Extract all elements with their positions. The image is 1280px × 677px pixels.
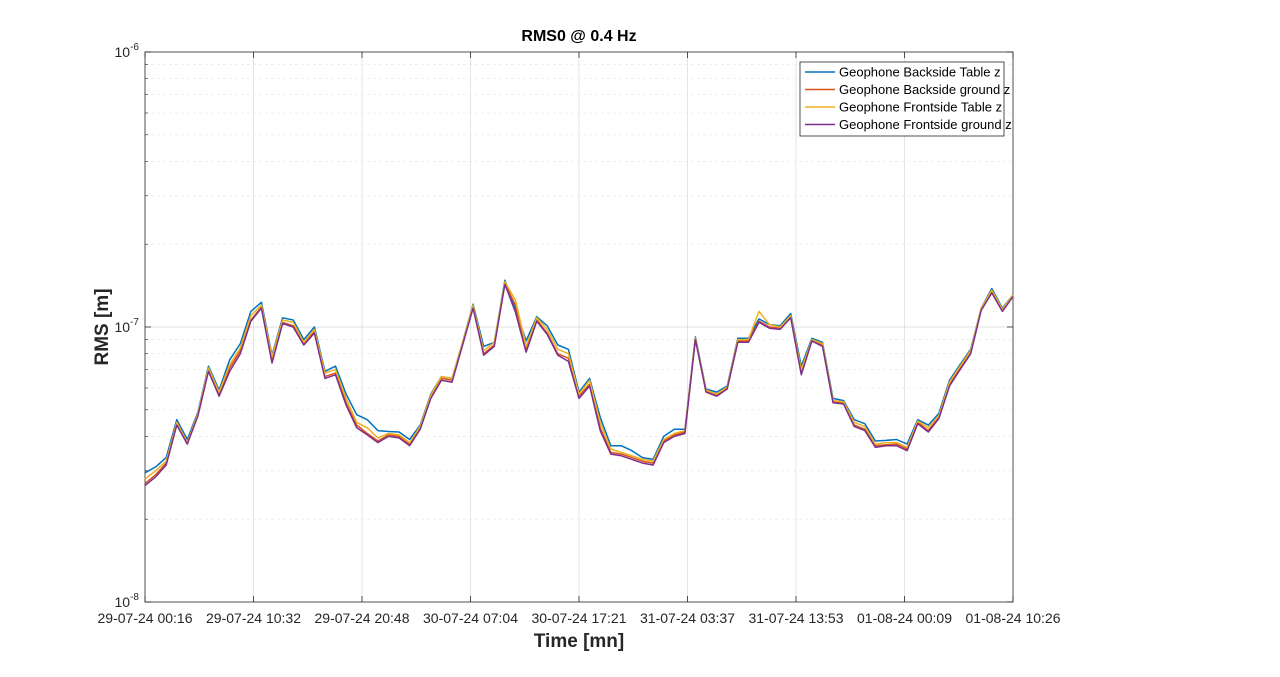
x-tick-label: 30-07-24 07:04 [423,610,518,626]
series-line-3 [144,281,1014,480]
y-tick-label: 10-8 [115,592,140,610]
x-tick-label: 01-08-24 10:26 [966,610,1061,626]
x-tick-label: 31-07-24 03:37 [640,610,735,626]
legend-box [799,61,1005,137]
series-line-4 [144,283,1014,487]
y-tick-label: 10-7 [115,317,140,335]
y-tick-label: 10-6 [115,42,140,60]
y-axis-ticks: 10-8 10-7 10-6 [115,42,1013,610]
series-lines [144,279,1014,487]
legend-label: Geophone Backside Table z [839,65,1001,80]
x-tick-label: 29-07-24 00:16 [98,610,193,626]
x-axis-title: Time [mn] [534,631,624,652]
legend-label: Geophone Frontside ground z [839,117,1012,132]
x-tick-label: 30-07-24 17:21 [532,610,627,626]
x-tick-label: 29-07-24 20:48 [315,610,410,626]
x-tick-label: 31-07-24 13:53 [749,610,844,626]
legend-label: Geophone Backside ground z [839,82,1010,97]
grid [145,52,1013,602]
x-axis-ticks: 29-07-24 00:16 29-07-24 10:32 29-07-24 20:… [98,52,1061,626]
x-tick-label: 01-08-24 00:09 [857,610,952,626]
legend-label: Geophone Frontside Table z [839,100,1002,115]
legend: Geophone Backside Table z Geophone Backsi… [799,61,1012,137]
y-axis-title: RMS [m] [92,288,113,365]
x-tick-label: 29-07-24 10:32 [206,610,301,626]
chart-title: RMS0 @ 0.4 Hz [521,28,636,45]
